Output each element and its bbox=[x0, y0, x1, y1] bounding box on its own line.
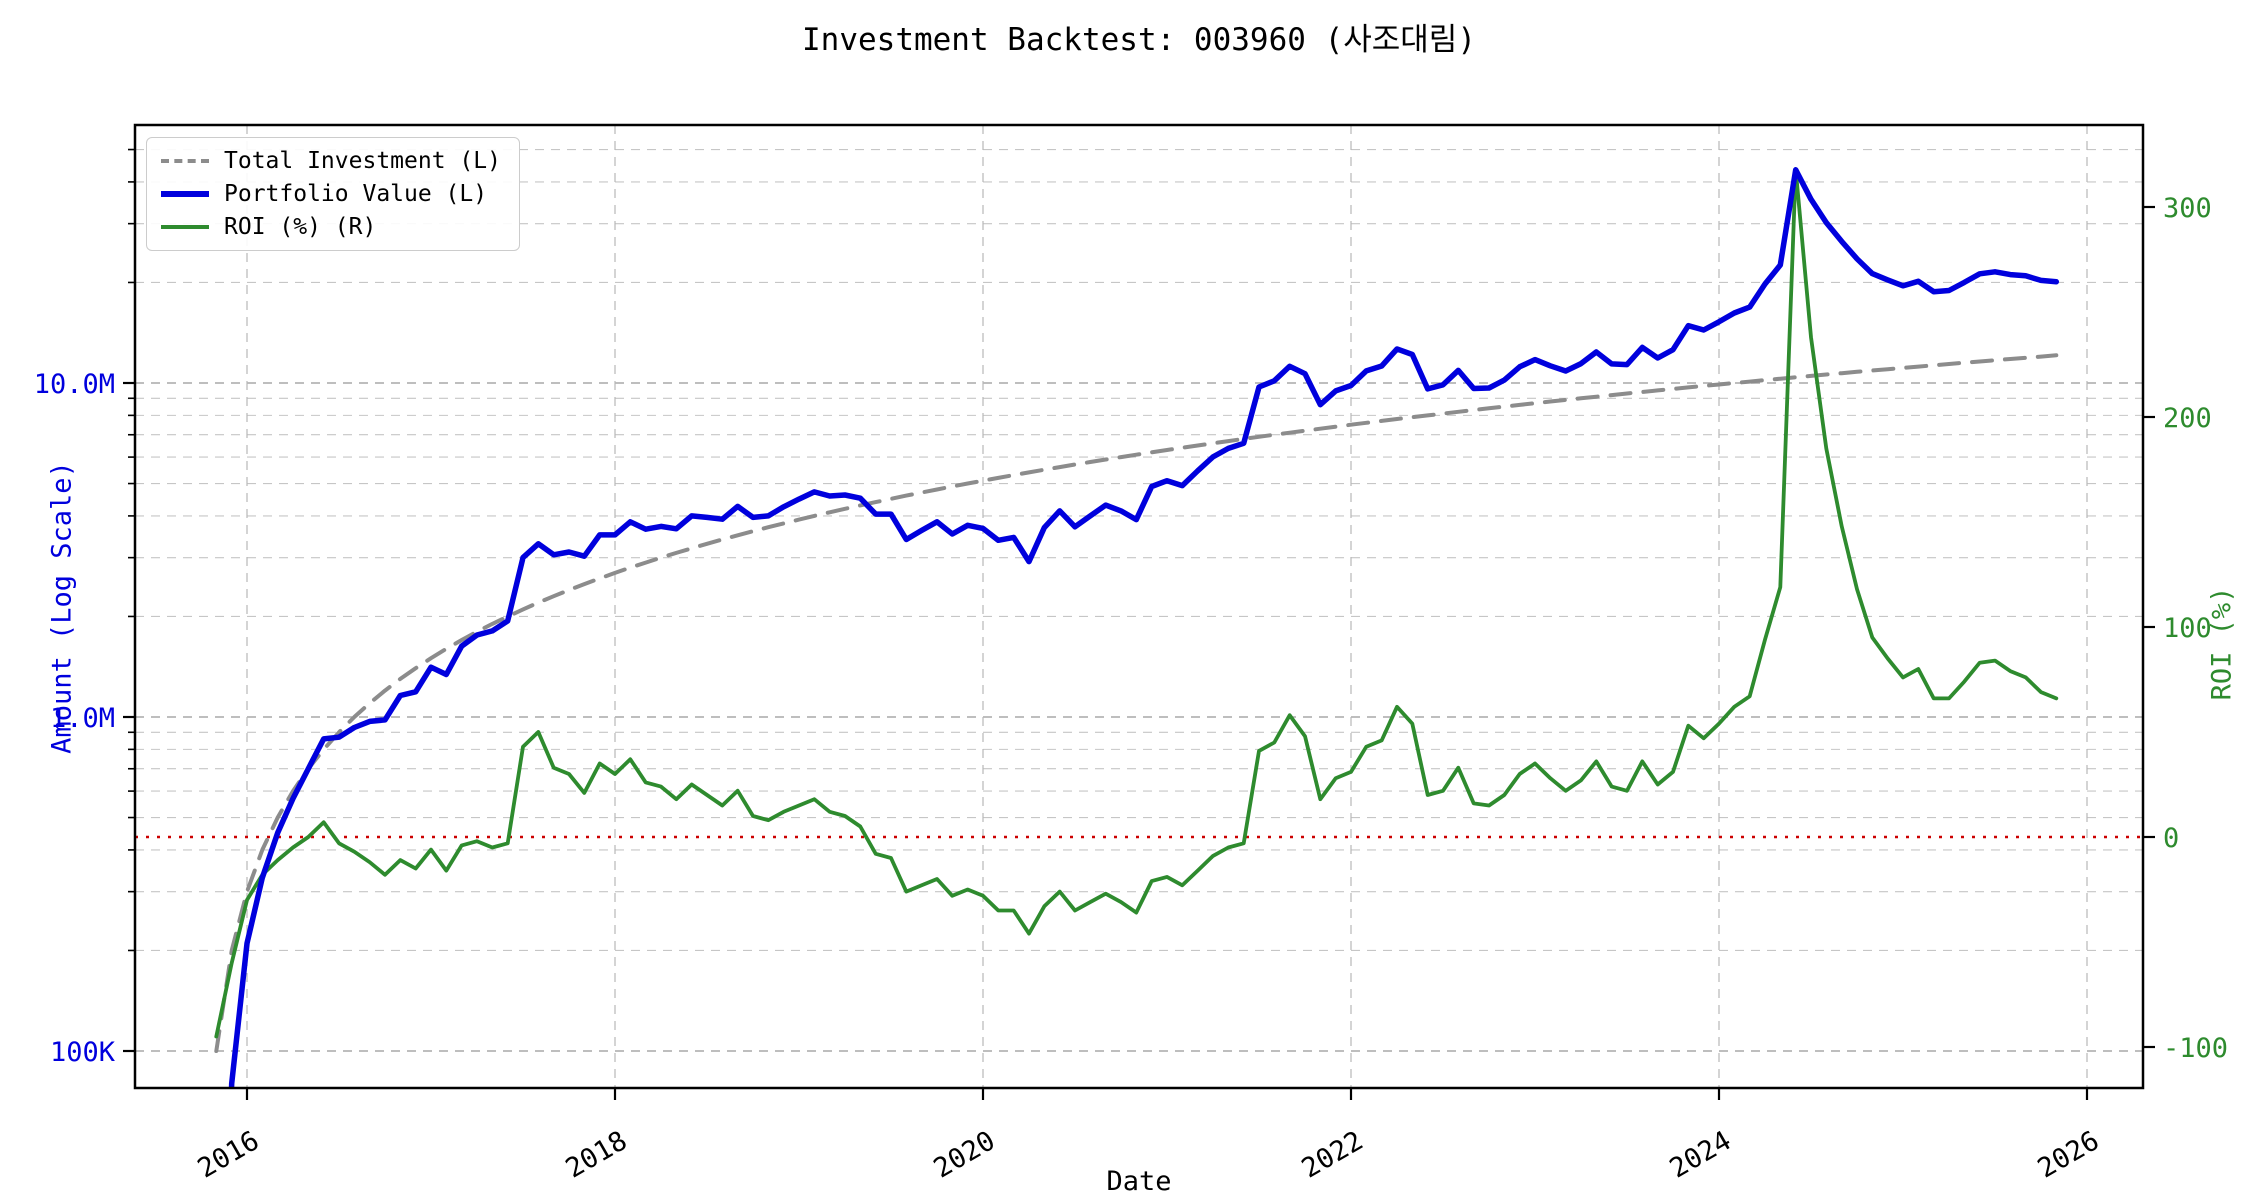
legend: Total Investment (L) Portfolio Value (L)… bbox=[146, 137, 520, 251]
svg-text:1.0M: 1.0M bbox=[50, 703, 115, 734]
tick-labels: 100K 1.0M 10.0M -100 0 100 200 300 2016 2018 2020 2… bbox=[34, 193, 2228, 1185]
svg-text:2016: 2016 bbox=[193, 1125, 265, 1184]
x-axis-title: Date bbox=[1106, 1166, 1172, 1197]
solid-line-icon bbox=[161, 191, 209, 197]
svg-text:100K: 100K bbox=[50, 1037, 116, 1068]
total-investment-line bbox=[214, 353, 2059, 1053]
legend-item-total-investment: Total Investment (L) bbox=[161, 148, 501, 174]
svg-text:-100: -100 bbox=[2163, 1033, 2228, 1064]
legend-item-portfolio-value: Portfolio Value (L) bbox=[161, 181, 501, 207]
legend-label: Total Investment (L) bbox=[224, 148, 501, 174]
svg-text:300: 300 bbox=[2163, 193, 2212, 224]
svg-text:10.0M: 10.0M bbox=[34, 369, 115, 400]
legend-item-roi: ROI (%) (R) bbox=[161, 214, 501, 240]
right-axis-title: ROI (%) bbox=[2206, 586, 2238, 701]
svg-text:2026: 2026 bbox=[2033, 1125, 2105, 1184]
svg-text:2018: 2018 bbox=[561, 1125, 633, 1184]
chart-title: Investment Backtest: 003960 (사조대림) bbox=[802, 22, 1476, 58]
svg-text:2024: 2024 bbox=[1665, 1125, 1737, 1184]
legend-label: ROI (%) (R) bbox=[224, 214, 377, 240]
svg-text:2022: 2022 bbox=[1297, 1125, 1369, 1184]
svg-text:2020: 2020 bbox=[929, 1125, 1001, 1184]
left-axis-title: Amount (Log Scale) bbox=[46, 461, 78, 754]
legend-label: Portfolio Value (L) bbox=[224, 181, 488, 207]
portfolio-value-line bbox=[228, 167, 2060, 1088]
svg-text:100: 100 bbox=[2163, 613, 2212, 644]
plot-border bbox=[133, 123, 2145, 1090]
svg-text:200: 200 bbox=[2163, 403, 2212, 434]
solid-line-icon bbox=[161, 225, 209, 229]
grid bbox=[128, 125, 2143, 1088]
dashed-line-icon bbox=[161, 159, 209, 163]
roi-line bbox=[214, 167, 2059, 1039]
svg-text:0: 0 bbox=[2163, 823, 2179, 854]
